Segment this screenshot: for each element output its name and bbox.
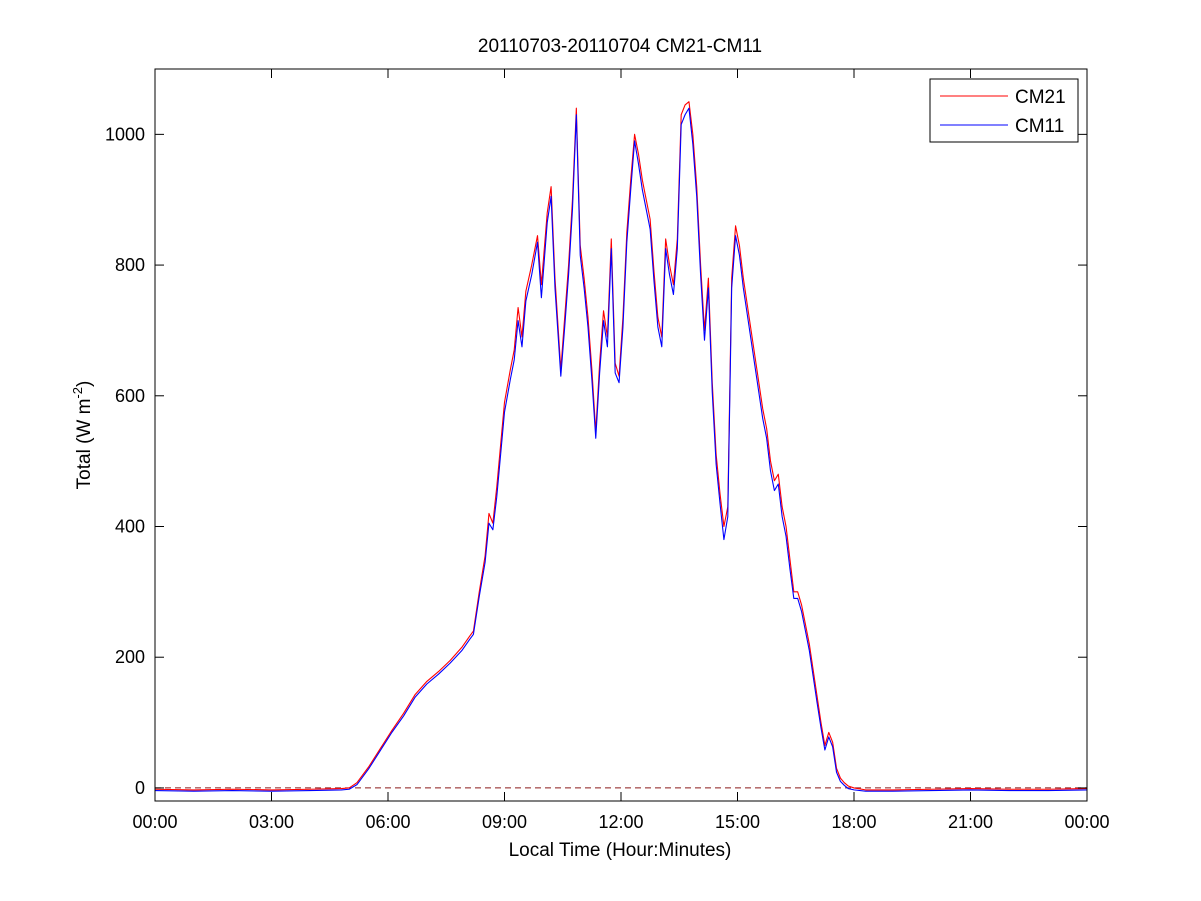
legend-box xyxy=(929,78,1079,143)
x-tick-label: 21:00 xyxy=(948,812,993,832)
plot-area xyxy=(155,69,1087,801)
legend: CM21 CM11 xyxy=(929,78,1079,143)
legend-label-cm11: CM11 xyxy=(1015,116,1064,137)
series-group xyxy=(154,101,1088,792)
x-tick-label: 15:00 xyxy=(715,812,760,832)
x-tick-label: 03:00 xyxy=(249,812,294,832)
y-axis-label-main: Total (W m xyxy=(74,399,95,490)
x-tick-label: 18:00 xyxy=(831,812,876,832)
plot-area-group xyxy=(155,69,1087,801)
y-tick-label: 400 xyxy=(115,517,145,537)
x-tick-label: 12:00 xyxy=(598,812,643,832)
y-tick-label: 600 xyxy=(115,386,145,406)
y-axis-label-superscript: -2 xyxy=(70,387,85,399)
series-line-cm11 xyxy=(154,107,1088,792)
y-tick-label: 0 xyxy=(135,778,145,798)
x-tick-label: 00:00 xyxy=(132,812,177,832)
x-tick-label: 00:00 xyxy=(1064,812,1109,832)
x-tick-label: 09:00 xyxy=(482,812,527,832)
legend-label-cm21: CM21 xyxy=(1015,87,1066,108)
y-axis-label-close: ) xyxy=(74,381,95,387)
y-tick-label: 200 xyxy=(115,647,145,667)
y-axis-label: Total (W m-2) xyxy=(70,381,95,490)
chart-title: 20110703-20110704 CM21-CM11 xyxy=(478,36,762,57)
x-tick-label: 06:00 xyxy=(365,812,410,832)
x-axis-label: Local Time (Hour:Minutes) xyxy=(509,840,732,861)
y-tick-label: 1000 xyxy=(105,124,145,144)
ticks-group: 00:00 03:00 06:00 09:00 12:00 15:00 18:00 21:00… xyxy=(105,69,1110,832)
series-line-cm21 xyxy=(154,101,1088,791)
y-tick-label: 800 xyxy=(115,255,145,275)
